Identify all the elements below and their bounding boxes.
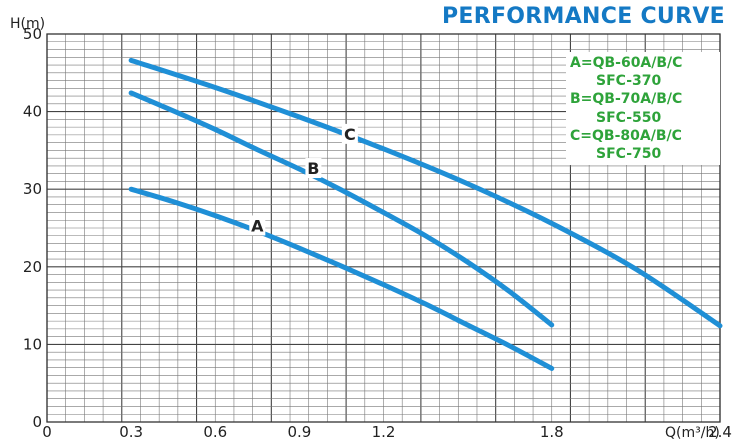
legend-entry-a-model: SFC-370 — [596, 73, 662, 90]
x-tick-label: 1.8 — [540, 423, 564, 441]
legend-entry-b-model: SFC-550 — [596, 109, 662, 126]
x-tick-label: 0.6 — [203, 423, 227, 441]
curve-a — [128, 186, 555, 371]
legend-entry-a: A=QB-60A/B/C — [570, 55, 683, 71]
y-tick-label: 20 — [23, 258, 42, 276]
x-tick-label: 0.3 — [119, 423, 143, 441]
chart-title: PERFORMANCE CURVE — [441, 4, 725, 29]
curve-label-b: B — [307, 159, 319, 178]
x-tick-label: 2.4 — [708, 423, 732, 441]
legend-entry-c: C=QB-80A/B/C — [570, 127, 682, 144]
y-tick-label: 30 — [23, 180, 42, 198]
y-tick-label: 0 — [32, 413, 42, 431]
curve-b — [128, 90, 555, 328]
y-axis-label: H(m) — [10, 16, 45, 32]
curve-c — [128, 57, 723, 329]
y-tick-label: 50 — [23, 25, 42, 43]
y-tick-label: 10 — [23, 335, 42, 353]
x-tick-label: 0.9 — [287, 423, 311, 441]
curve-label-bg — [341, 123, 358, 144]
x-tick-label: 1.2 — [372, 423, 396, 441]
curve-label-bg — [305, 158, 322, 179]
chart-legend: A=QB-60A/B/C SFC-370 B=QB-70A/B/C SFC-55… — [566, 52, 720, 166]
legend-entry-b: B=QB-70A/B/C — [570, 91, 683, 108]
curve-label-bg — [249, 215, 266, 236]
curve-label-c: C — [344, 125, 356, 144]
chart-ticks: 0 0.3 0.6 0.9 1.2 1.8 2.4 0 10 20 30 40 50 — [23, 25, 732, 441]
x-axis-label: Q(m³/h) — [665, 425, 720, 441]
chart-curves — [128, 57, 723, 371]
chart-curve-labels: A B C — [249, 123, 358, 236]
y-tick-label: 40 — [23, 103, 42, 121]
legend-entry-c-model: SFC-750 — [596, 146, 662, 163]
curve-label-a: A — [251, 216, 264, 235]
plot-frame — [46, 33, 721, 423]
x-tick-label: 0 — [42, 423, 52, 441]
